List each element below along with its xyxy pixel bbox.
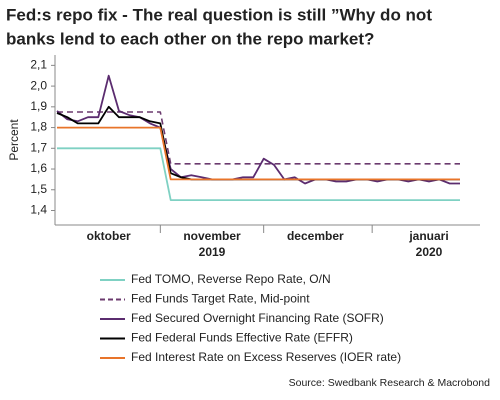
chart-title: banks lend to each other on the repo mar… <box>6 29 374 48</box>
y-axis-label: Percent <box>7 119 21 161</box>
y-tick-label: 1,4 <box>30 203 47 217</box>
x-year-label: 2020 <box>416 245 443 259</box>
y-tick-label: 1,7 <box>30 140 47 154</box>
series-line <box>57 111 460 165</box>
x-tick-label: december <box>287 229 344 243</box>
source: Source: Swedbank Research & Macrobond <box>289 377 491 389</box>
y-tick-label: 2,1 <box>30 58 47 72</box>
y-tick-label: 1,5 <box>30 182 47 196</box>
legend-label: Fed Interest Rate on Excess Reserves (IO… <box>131 350 401 364</box>
legend-label: Fed Funds Target Rate, Mid-point <box>131 292 310 306</box>
y-tick-label: 1,9 <box>30 99 47 113</box>
legend-label: Fed TOMO, Reverse Repo Rate, O/N <box>131 272 331 286</box>
x-year-label: 2019 <box>199 245 226 259</box>
series-line <box>57 147 460 201</box>
chart-title: Fed:s repo fix - The real question is st… <box>6 5 432 24</box>
x-tick-label: november <box>183 229 241 243</box>
series-line <box>56 74 460 185</box>
x-tick-label: oktober <box>87 229 131 243</box>
series-line <box>57 126 460 181</box>
legend-label: Fed Federal Funds Effective Rate (EFFR) <box>131 331 353 345</box>
y-tick-label: 1,8 <box>30 120 47 134</box>
y-tick-label: 1,6 <box>30 161 47 175</box>
x-tick-label: januari <box>408 229 448 243</box>
legend-label: Fed Secured Overnight Financing Rate (SO… <box>131 311 384 325</box>
y-tick-label: 2,0 <box>30 78 47 92</box>
